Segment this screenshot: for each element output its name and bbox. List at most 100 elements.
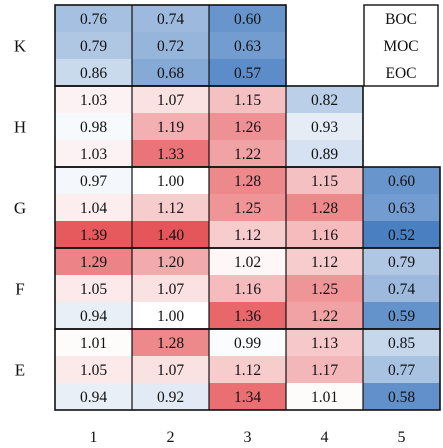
heatmap-cell — [132, 59, 209, 86]
heatmap-cell — [55, 275, 132, 302]
heatmap-cell — [132, 32, 209, 59]
heatmap-cell — [363, 383, 440, 410]
heatmap-cell — [286, 221, 363, 248]
cell-value-label: 0.98 — [80, 119, 107, 136]
column-label: 1 — [90, 429, 98, 446]
heatmap-cell — [209, 194, 286, 221]
cell-value-label: 0.59 — [388, 308, 415, 325]
cell-value-label: 1.39 — [80, 227, 107, 244]
heatmap-cell — [209, 5, 286, 32]
heatmap-cell — [286, 194, 363, 221]
heatmap-cell — [55, 302, 132, 329]
row-label: H — [14, 118, 26, 137]
cell-value-label: 1.01 — [311, 389, 338, 406]
cell-value-label: 0.74 — [157, 11, 184, 28]
heatmap-cell — [55, 167, 132, 194]
heatmap-cell — [286, 329, 363, 356]
heatmap-cell — [286, 248, 363, 275]
heatmap-cell — [209, 86, 286, 113]
cell-value-label: 1.40 — [157, 227, 184, 244]
cell-value-label: 1.33 — [157, 146, 184, 163]
heatmap-value-labels: 0.76 0.74 0.60 0.79 0.72 0.63 0.86 0.68 0.57 1.03… — [80, 11, 415, 406]
heatmap-cell — [55, 59, 132, 86]
cell-value-label: 0.63 — [388, 200, 415, 217]
heatmap-cell — [363, 275, 440, 302]
heatmap-cell — [55, 86, 132, 113]
cell-value-label: 0.85 — [388, 335, 415, 352]
cell-value-label: 0.79 — [80, 38, 107, 55]
heatmap-cell — [209, 221, 286, 248]
cell-value-label: 1.19 — [157, 119, 184, 136]
cell-value-label: 1.28 — [157, 335, 184, 352]
cell-value-label: 0.57 — [234, 65, 261, 82]
legend: BOC MOC EOC — [363, 4, 439, 87]
heatmap-cell — [132, 383, 209, 410]
cell-value-label: 1.25 — [234, 200, 261, 217]
heatmap-cell — [286, 383, 363, 410]
heatmap-cell — [55, 32, 132, 59]
heatmap-cell — [363, 221, 440, 248]
column-label: 5 — [398, 429, 406, 446]
cell-value-label: 1.12 — [311, 254, 338, 271]
heatmap-cell — [132, 302, 209, 329]
heatmap-cell — [55, 140, 132, 167]
heatmap-cell — [55, 113, 132, 140]
heatmap-cell — [55, 248, 132, 275]
heatmap-cell — [363, 248, 440, 275]
row-label: G — [14, 199, 26, 218]
heatmap-cell — [132, 248, 209, 275]
heatmap-cell — [209, 140, 286, 167]
cell-value-label: 0.68 — [157, 65, 184, 82]
heatmap-cell — [132, 113, 209, 140]
cell-value-label: 0.52 — [388, 227, 415, 244]
heatmap-cell — [55, 329, 132, 356]
cell-value-label: 1.22 — [311, 308, 338, 325]
cell-value-label: 1.29 — [80, 254, 107, 271]
cell-value-label: 0.63 — [234, 38, 261, 55]
heatmap-cell — [286, 113, 363, 140]
heatmap-cell — [132, 275, 209, 302]
heatmap-cell — [286, 167, 363, 194]
heatmap-cell — [286, 140, 363, 167]
legend-entry: EOC — [386, 65, 417, 82]
cell-value-label: 0.60 — [388, 173, 415, 190]
heatmap-cell — [286, 302, 363, 329]
column-labels: 1 2 3 4 5 — [90, 429, 406, 446]
heatmap-cell — [209, 59, 286, 86]
cell-value-label: 1.00 — [157, 173, 184, 190]
heatmap-cell — [209, 356, 286, 383]
cell-value-label: 0.92 — [157, 389, 184, 406]
heatmap-cell — [209, 329, 286, 356]
cell-value-label: 1.13 — [311, 335, 338, 352]
heatmap-cell — [209, 302, 286, 329]
cell-value-label: 0.58 — [388, 389, 415, 406]
heatmap-cell — [132, 86, 209, 113]
cell-value-label: 1.07 — [157, 362, 184, 379]
cell-value-label: 0.99 — [234, 335, 261, 352]
heatmap-cell — [286, 275, 363, 302]
cell-value-label: 1.04 — [80, 200, 107, 217]
cell-value-label: 1.26 — [234, 119, 261, 136]
legend-entry: MOC — [383, 38, 418, 55]
cell-value-label: 1.01 — [80, 335, 107, 352]
cell-value-label: 1.00 — [157, 308, 184, 325]
cell-value-label: 1.07 — [157, 92, 184, 109]
column-label: 4 — [321, 429, 329, 446]
column-label: 2 — [167, 429, 175, 446]
cell-value-label: 1.03 — [80, 92, 107, 109]
cell-value-label: 1.36 — [234, 308, 261, 325]
cell-value-label: 1.17 — [311, 362, 338, 379]
cell-value-label: 1.28 — [234, 173, 261, 190]
cell-value-label: 1.03 — [80, 146, 107, 163]
heatmap-cell — [55, 221, 132, 248]
cell-value-label: 1.34 — [234, 389, 261, 406]
cell-value-label: 1.16 — [311, 227, 338, 244]
heatmap-cell — [209, 167, 286, 194]
heatmap-cell — [132, 140, 209, 167]
heatmap-cell — [132, 221, 209, 248]
cell-value-label: 0.94 — [80, 308, 107, 325]
heatmap-cell — [363, 302, 440, 329]
cell-value-label: 0.74 — [388, 281, 415, 298]
cell-value-label: 1.16 — [234, 281, 261, 298]
